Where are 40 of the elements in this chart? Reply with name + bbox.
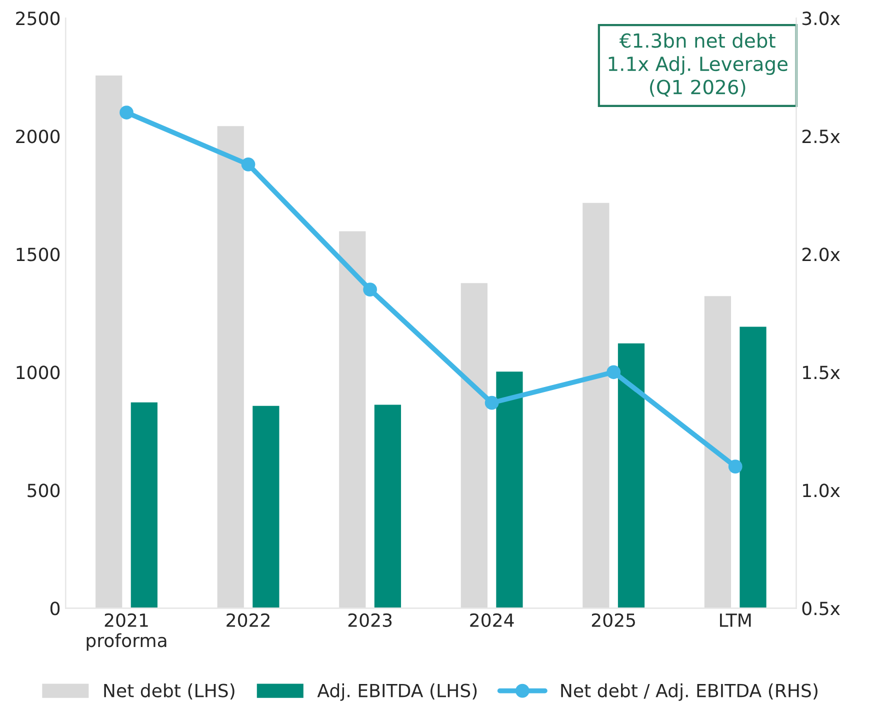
x-tick-label: 2023 xyxy=(348,613,392,627)
point xyxy=(241,157,256,172)
x-tick-label: 2024 xyxy=(470,613,514,627)
bar xyxy=(129,400,159,608)
y2-tick-label: 2.0x xyxy=(802,248,840,262)
annotation: €1.3bn net debt 1.1x Adj. Leverage (Q1 2026) xyxy=(608,32,788,97)
bar xyxy=(703,294,732,608)
legend-label: Adj. EBITDA (LHS) xyxy=(317,683,477,701)
y2-tick-label: 2.5x xyxy=(802,130,840,144)
bar xyxy=(216,124,246,608)
bar xyxy=(94,74,124,608)
bar xyxy=(581,202,611,608)
x-tick-label: LTM xyxy=(720,614,751,627)
y2-tick-label: 0.5x xyxy=(802,602,840,616)
point xyxy=(728,460,742,474)
bar xyxy=(459,282,489,608)
y-tick-label: 2000 xyxy=(16,130,60,144)
x-tick-label: 2022 xyxy=(226,613,270,627)
y2-tick-label: 1.5x xyxy=(803,366,840,380)
bar xyxy=(738,325,768,608)
bar xyxy=(494,370,524,608)
bar xyxy=(373,403,402,608)
x-tick-label: 2021 proforma xyxy=(86,613,166,651)
y-tick-label: 1000 xyxy=(16,366,60,380)
y-tick-label: 500 xyxy=(28,484,60,498)
legend-label: Net debt (LHS) xyxy=(104,683,234,700)
point xyxy=(606,365,621,380)
y-tick-label: 0 xyxy=(50,602,60,616)
bar xyxy=(616,342,646,608)
legend-label: Net debt / Adj. EBITDA (RHS) xyxy=(561,683,818,701)
x-tick-label: 2025 xyxy=(592,613,635,627)
y-tick-label: 1500 xyxy=(16,248,60,262)
point xyxy=(484,396,499,410)
y2-tick-label: 1.0x xyxy=(803,484,840,498)
bar xyxy=(338,230,368,608)
point xyxy=(120,106,134,120)
y-tick-label: 2500 xyxy=(16,12,60,26)
bar xyxy=(251,404,281,608)
point xyxy=(363,282,377,296)
y2-tick-label: 3.0x xyxy=(802,12,840,26)
